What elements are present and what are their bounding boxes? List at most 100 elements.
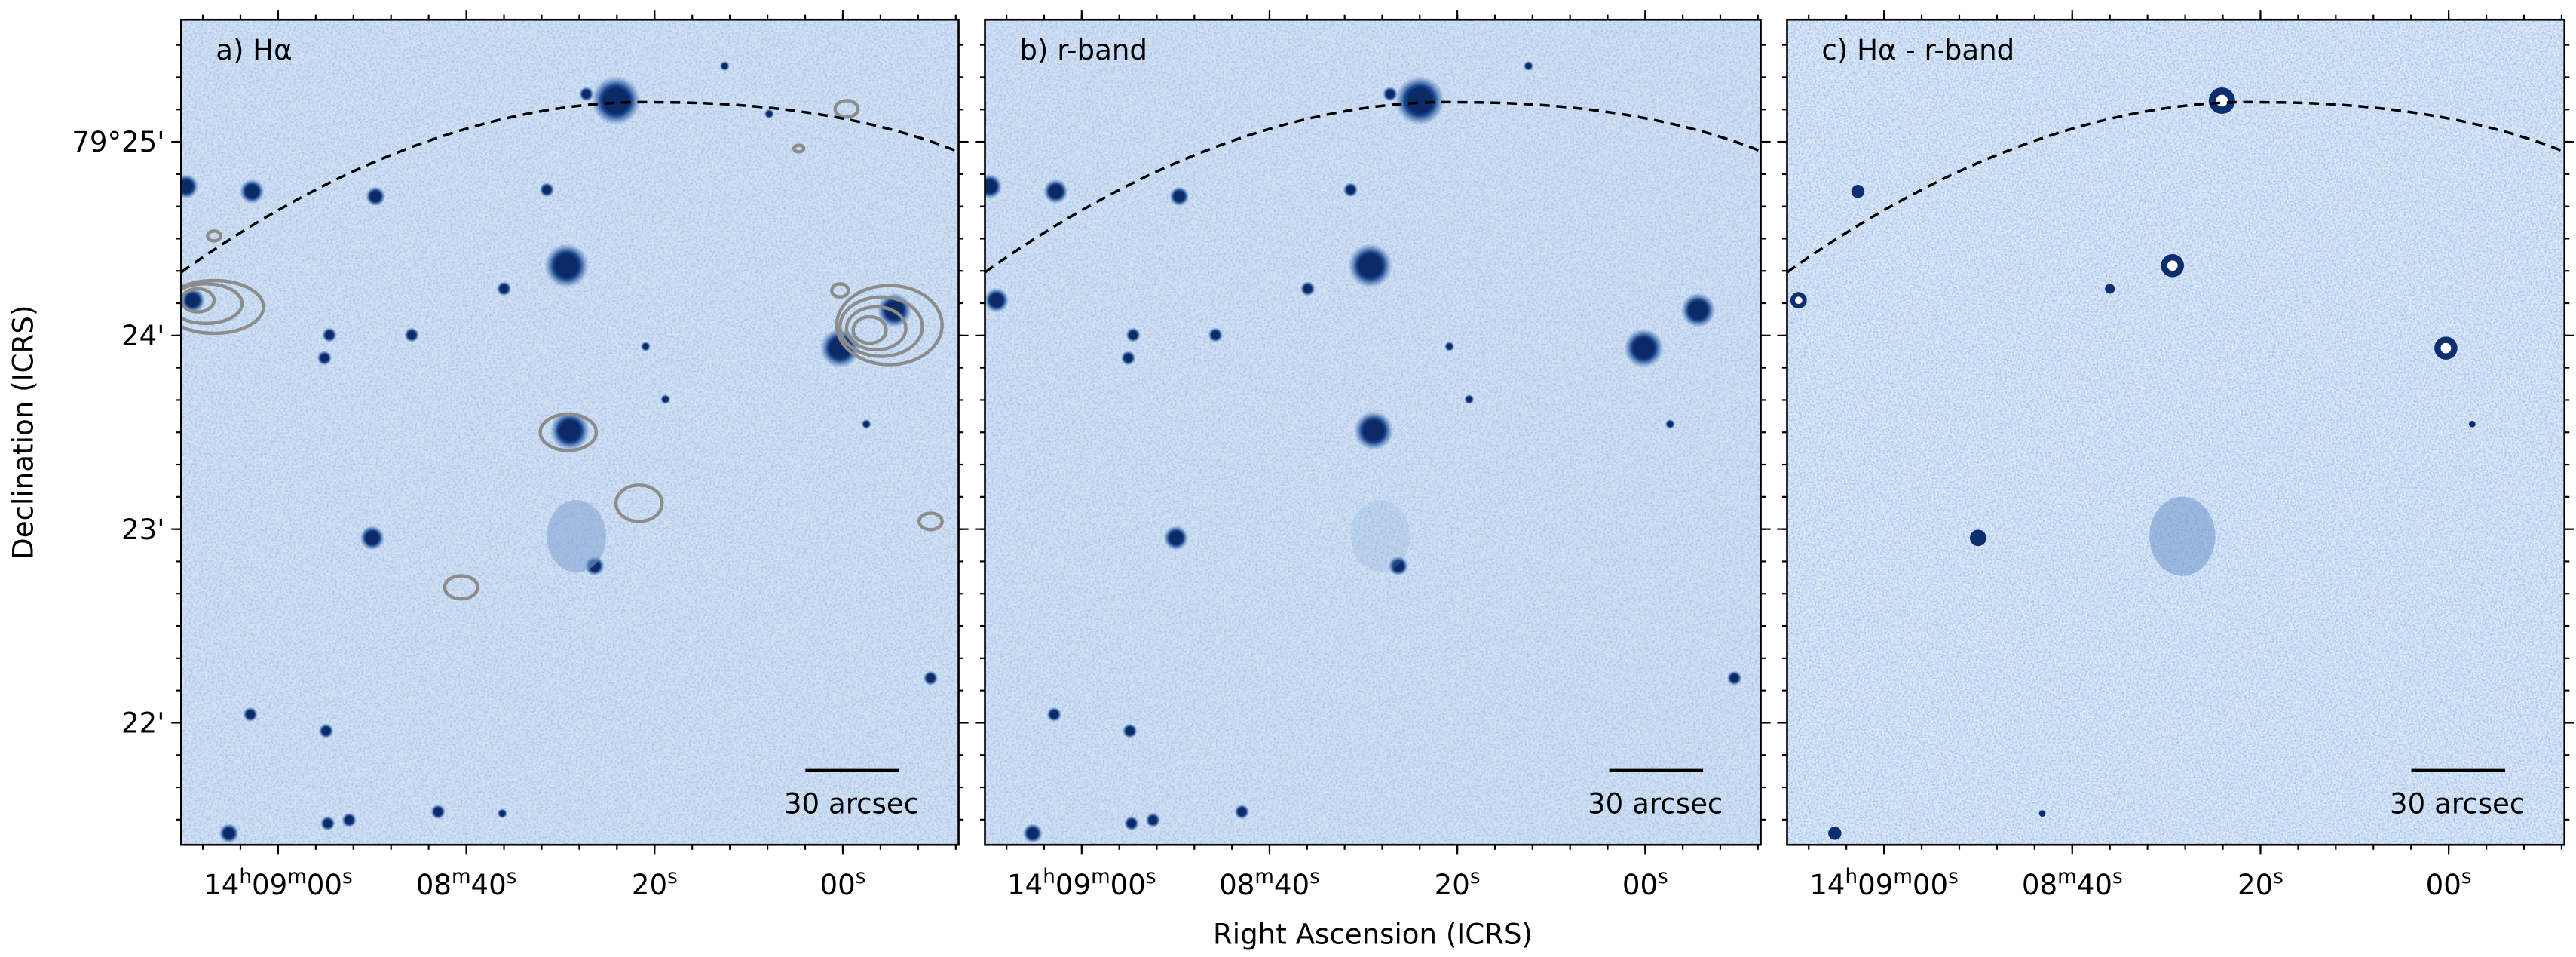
- star-core: [345, 816, 354, 824]
- contour: [181, 282, 244, 326]
- residual-core: [1794, 296, 1803, 305]
- contour: [851, 314, 888, 345]
- star-core: [499, 811, 505, 817]
- image: [181, 20, 959, 845]
- star-core: [721, 63, 727, 69]
- image: [1787, 20, 2565, 845]
- star-core: [407, 330, 416, 339]
- x-tick-label: 00s: [820, 866, 866, 901]
- star-core: [1174, 191, 1185, 202]
- star-core: [927, 673, 935, 682]
- contour: [830, 282, 850, 299]
- x-tick-label: 20s: [1435, 866, 1481, 901]
- star-core: [1667, 421, 1673, 427]
- contour: [443, 574, 479, 601]
- star-core: [185, 293, 200, 307]
- star-core: [1633, 337, 1655, 359]
- diffuse-emission: [2149, 496, 2216, 576]
- star-core: [181, 179, 193, 193]
- x-tick-label: 00s: [2426, 866, 2472, 901]
- y-axis-label: Declination (ICRS): [8, 305, 40, 560]
- star-core: [1126, 727, 1135, 735]
- star-core: [1211, 330, 1220, 339]
- star-core: [1129, 330, 1138, 339]
- star-core: [433, 808, 443, 816]
- x-tick-label: 14h09m00s: [1809, 866, 1959, 901]
- star-core: [322, 727, 330, 735]
- x-tick-label: 14h09m00s: [204, 866, 353, 901]
- star-core: [554, 253, 579, 278]
- star-core: [990, 293, 1003, 307]
- residual: [2038, 810, 2046, 817]
- star-core: [863, 421, 869, 427]
- star-core: [1124, 354, 1132, 363]
- contour: [181, 278, 265, 336]
- x-axis-label: Right Ascension (ICRS): [1213, 918, 1533, 950]
- panel: a) Hα 30 arcsec 14h09m00s 08m40s 20s 00s 79°25…: [8, 10, 969, 901]
- fov-boundary: [181, 100, 959, 274]
- residual-core: [2216, 94, 2228, 107]
- y-tick-label: 23': [121, 514, 164, 546]
- contour: [206, 229, 222, 243]
- star-core: [1363, 420, 1385, 442]
- x-tick-label: 00s: [1622, 866, 1668, 901]
- x-tick-label: 20s: [632, 866, 678, 901]
- star-core: [1303, 284, 1312, 293]
- star-core: [582, 90, 591, 98]
- contour: [833, 99, 860, 119]
- star-core: [366, 531, 379, 545]
- star-core: [543, 186, 551, 194]
- scale-bar-label: 30 arcsec: [2390, 788, 2525, 821]
- contour: [844, 305, 908, 352]
- contour: [835, 284, 944, 367]
- residual: [1851, 185, 1865, 198]
- star-core: [1392, 560, 1404, 572]
- scale-bar-label: 30 arcsec: [1588, 788, 1723, 821]
- star-core: [1689, 301, 1708, 320]
- residual: [2105, 284, 2115, 294]
- star-core: [766, 111, 772, 117]
- star-core: [1346, 186, 1355, 194]
- star-core: [602, 87, 629, 114]
- residual: [2468, 420, 2476, 428]
- star-core: [559, 420, 580, 442]
- x-tick-label: 08m40s: [2022, 866, 2123, 901]
- star-core: [1027, 827, 1038, 839]
- panel-label: c) Hα - r-band: [1821, 34, 2014, 66]
- contour: [181, 287, 216, 314]
- scale-bar-label: 30 arcsec: [784, 788, 919, 821]
- residual-core: [2440, 342, 2452, 354]
- star-core: [320, 354, 329, 363]
- star-core: [223, 827, 234, 839]
- image-noise: [1787, 20, 2565, 845]
- star-core: [370, 191, 381, 202]
- contour: [614, 483, 664, 523]
- star-core: [1050, 710, 1058, 719]
- y-tick-label: 79°25': [72, 126, 164, 158]
- residual: [1828, 827, 1842, 840]
- diffuse-emission: [1350, 499, 1411, 573]
- star-core: [1525, 63, 1531, 69]
- y-tick-label: 22': [121, 707, 164, 740]
- panel-label: b) r-band: [1019, 34, 1147, 66]
- x-tick-label: 08m40s: [416, 866, 517, 901]
- star-core: [245, 185, 259, 198]
- star-core: [325, 330, 334, 339]
- x-tick-label: 08m40s: [1219, 866, 1320, 901]
- panel: b) r-band 30 arcsec 14h09m00s 08m40s 20s 00s R…: [975, 10, 1771, 951]
- star-core: [1466, 396, 1472, 402]
- star-core: [246, 710, 255, 719]
- x-tick-label: 20s: [2238, 866, 2283, 901]
- star-core: [642, 343, 648, 349]
- star-core: [1386, 90, 1395, 98]
- star-core: [1149, 816, 1157, 824]
- diffuse-emission: [547, 499, 606, 573]
- star-core: [1238, 808, 1246, 816]
- y-tick-label: 24': [121, 320, 164, 352]
- star-core: [323, 819, 332, 828]
- star-core: [1049, 185, 1063, 198]
- star-core: [500, 284, 508, 293]
- residual: [1970, 529, 1986, 547]
- fov-boundary: [1787, 100, 2565, 274]
